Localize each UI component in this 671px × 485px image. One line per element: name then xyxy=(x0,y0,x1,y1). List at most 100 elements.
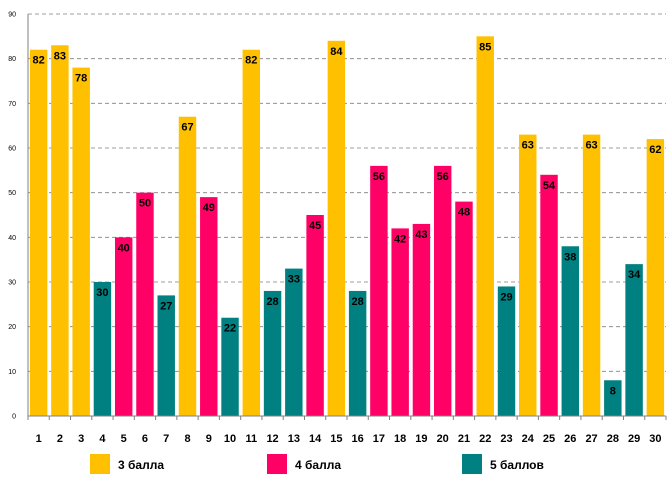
bar xyxy=(200,197,218,416)
x-tick-label: 24 xyxy=(522,433,535,445)
y-tick-label: 0 xyxy=(12,414,16,421)
x-tick-label: 21 xyxy=(458,433,470,445)
legend-swatch xyxy=(90,454,110,474)
x-tick-label: 30 xyxy=(649,433,661,445)
bar xyxy=(519,134,537,416)
data-label: 34 xyxy=(628,269,641,281)
data-label: 27 xyxy=(160,300,172,312)
bars xyxy=(29,36,665,417)
legend-label: 4 балла xyxy=(295,458,341,472)
x-tick-label: 29 xyxy=(628,433,640,445)
data-label: 63 xyxy=(585,140,597,152)
data-label: 8 xyxy=(610,385,616,397)
bar xyxy=(221,317,239,416)
y-tick-label: 40 xyxy=(8,235,16,242)
x-tick-label: 22 xyxy=(479,433,491,445)
legend-label: 3 балла xyxy=(118,458,164,472)
x-tick-label: 13 xyxy=(288,433,300,445)
data-label: 40 xyxy=(118,242,130,254)
bar xyxy=(455,201,473,416)
gridlines xyxy=(28,13,666,372)
data-label: 38 xyxy=(564,251,576,263)
y-tick-label: 80 xyxy=(8,56,16,63)
bar xyxy=(242,49,261,416)
data-label: 29 xyxy=(500,291,512,303)
bar xyxy=(327,40,346,417)
data-label: 62 xyxy=(649,144,661,156)
bar xyxy=(391,228,409,416)
data-label: 42 xyxy=(394,233,406,245)
data-label: 83 xyxy=(54,50,66,62)
y-tick-label: 90 xyxy=(8,12,16,19)
data-label: 33 xyxy=(288,274,300,286)
data-label: 49 xyxy=(203,202,215,214)
x-tick-label: 23 xyxy=(500,433,512,445)
data-label: 85 xyxy=(479,41,491,53)
y-tick-label: 50 xyxy=(8,190,16,197)
x-tick-label: 3 xyxy=(78,433,84,445)
bar xyxy=(306,215,324,416)
legend-swatch xyxy=(267,454,287,474)
data-label: 84 xyxy=(330,46,343,58)
y-tick-label: 30 xyxy=(8,280,16,287)
bar xyxy=(433,165,452,416)
bar xyxy=(93,282,112,416)
data-label: 56 xyxy=(373,171,385,183)
bar xyxy=(72,67,90,416)
x-axis-ticks: 1 2 3 4 5 6 7 8 9 10 11 12 13 14 15 16 17 18 19 20 21 22 23 24 2… xyxy=(36,433,662,445)
bar xyxy=(263,290,282,416)
y-tick-label: 10 xyxy=(8,369,16,376)
y-tick-label: 60 xyxy=(8,146,16,153)
data-label: 54 xyxy=(543,180,556,192)
bar xyxy=(561,246,580,416)
x-tick-label: 25 xyxy=(543,433,555,445)
x-tick-label: 28 xyxy=(607,433,619,445)
legend-item: 4 балла xyxy=(267,454,341,474)
x-tick-label: 19 xyxy=(415,433,427,445)
axes xyxy=(27,14,667,420)
legend-item: 3 балла xyxy=(90,454,164,474)
x-tick-label: 4 xyxy=(99,433,106,445)
x-tick-label: 5 xyxy=(121,433,127,445)
bar xyxy=(412,223,431,416)
data-label: 78 xyxy=(75,73,87,85)
data-labels: 82 83 78 30 40 50 27 67 49 22 82 28 33 45 84 28 56 42 43 56… xyxy=(33,41,662,397)
x-tick-label: 17 xyxy=(373,433,385,445)
data-label: 67 xyxy=(181,122,193,134)
data-label: 22 xyxy=(224,323,236,335)
bar xyxy=(646,139,665,417)
data-label: 56 xyxy=(437,171,449,183)
legend-swatch xyxy=(462,454,482,474)
bar xyxy=(370,165,388,416)
bar xyxy=(136,192,154,416)
x-tick-label: 27 xyxy=(585,433,597,445)
bar xyxy=(476,36,494,416)
x-tick-label: 26 xyxy=(564,433,576,445)
x-tick-label: 1 xyxy=(36,433,42,445)
bar xyxy=(178,116,197,416)
x-tick-label: 16 xyxy=(352,433,364,445)
x-tick-label: 2 xyxy=(57,433,63,445)
bar xyxy=(29,49,48,416)
bar xyxy=(604,380,622,416)
x-tick-label: 9 xyxy=(206,433,212,445)
bar xyxy=(285,268,303,416)
y-tick-label: 70 xyxy=(8,101,16,108)
data-label: 28 xyxy=(266,296,278,308)
bar xyxy=(114,237,133,416)
data-label: 28 xyxy=(352,296,364,308)
x-tick-label: 20 xyxy=(437,433,449,445)
x-tick-label: 11 xyxy=(245,433,257,445)
x-tick-label: 14 xyxy=(309,433,322,445)
data-label: 43 xyxy=(415,229,427,241)
x-tick-label: 18 xyxy=(394,433,406,445)
bar xyxy=(625,264,643,416)
x-tick-label: 6 xyxy=(142,433,148,445)
bar xyxy=(540,174,558,416)
x-tick-label: 7 xyxy=(163,433,169,445)
y-tick-label: 20 xyxy=(8,324,16,331)
bar xyxy=(157,295,175,416)
legend-label: 5 баллов xyxy=(490,458,544,472)
